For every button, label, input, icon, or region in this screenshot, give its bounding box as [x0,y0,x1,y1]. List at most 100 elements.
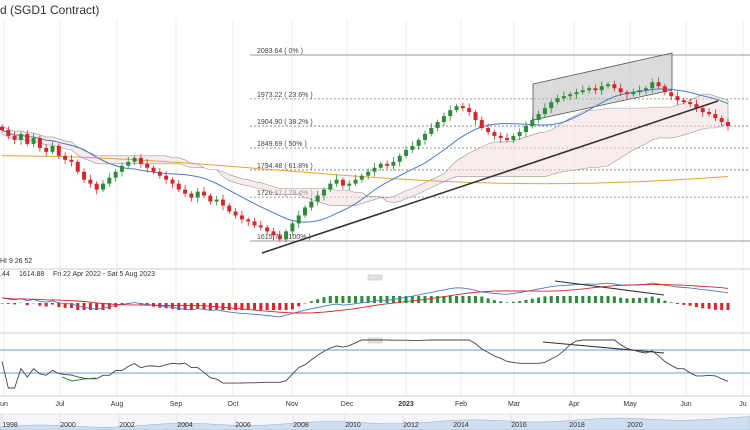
fib-label: 1794.48 ( 61.8% ) [257,163,313,170]
macd-bar [467,296,471,303]
candle-body [271,231,276,236]
candle-body [183,189,188,194]
navigator-year: 2010 [345,422,361,429]
macd-bar [366,296,370,303]
candle-body [303,207,308,216]
macd-bar [183,303,187,310]
macd-bar [227,303,231,310]
candle-body [713,114,718,119]
navigator-year: 2012 [403,422,419,429]
macd-bar [442,296,446,303]
macd-bar [372,296,376,303]
macd-bar [38,303,42,306]
candle-body [290,223,295,232]
candle-body [170,179,175,184]
macd-bar [69,303,73,308]
macd-bar [480,296,484,303]
candle-body [246,219,251,222]
candle-body [612,84,617,89]
candle-body [385,163,390,166]
macd-bar [486,298,490,303]
macd-bar [713,303,717,310]
macd-bar [505,302,509,303]
candle-body [252,221,257,226]
macd-bar [619,297,623,303]
macd-bar [328,296,332,303]
month-tick: May [623,401,637,408]
pane-handle-rsi[interactable] [367,337,383,344]
macd-bar [215,303,219,310]
rsi-pane [0,332,750,389]
candle-body [25,133,30,144]
macd-bar [530,298,534,303]
macd-bar [341,296,345,303]
candle-body [391,161,396,166]
candle-body [296,215,301,224]
candle-body [277,235,282,240]
candle-body [694,104,699,109]
ichimoku-label: HI 9 26 52 [0,258,32,265]
macd-bar [309,301,313,303]
candle-body [151,167,156,172]
fib-label: 1615.75 ( 100% ) [257,234,311,241]
macd-bar [492,300,496,303]
macd-bar [253,303,257,310]
candle-body [107,177,112,184]
time-navigator[interactable]: 1998 2000 2002 2004 2006 2008 2010 2012 2014 2016… [0,413,750,430]
month-tick: Aug [111,401,124,408]
candle-body [643,88,648,91]
navigator-year: 2000 [60,422,76,429]
candle-body [214,199,219,202]
candle-body [568,94,573,97]
candle-body [88,179,93,184]
candle-body [334,179,339,184]
candle-body [119,165,124,172]
macd-bar [379,296,383,303]
chart-title: d (SGD1 Contract) [0,3,99,17]
macd-bar [76,303,80,310]
candle-body [688,102,693,105]
pane-handle[interactable] [367,274,383,281]
macd-bar [114,303,118,308]
candle-body [726,122,730,127]
candle-body [315,195,320,202]
macd-bar [246,303,250,310]
candle-body [202,191,207,196]
candlesticks [0,77,730,243]
macd-bar [543,296,547,303]
fib-label: 1973.22 ( 23.6% ) [257,92,313,99]
macd-bar [51,303,55,305]
navigator-year: 2002 [119,422,135,429]
macd-bar [95,303,99,310]
candle-body [454,106,459,111]
x-axis-months: un Jul Aug Sep Oct Nov Dec 2023 Feb Mar Apr May Jun J… [0,401,747,408]
macd-bar [675,303,679,304]
candle-body [700,108,705,113]
macd-bar [688,303,692,306]
macd-bar [657,298,661,303]
candle-body [113,171,118,178]
candle-body [662,86,667,93]
macd-bar [650,296,654,303]
macd-bar [107,303,111,310]
candle-body [587,88,592,91]
macd-bar [625,298,629,303]
month-tick: Feb [455,401,467,408]
macd-bar [354,296,358,303]
candle-body [637,90,642,93]
candle-body [359,175,364,180]
macd-bar [234,303,238,310]
candle-body [631,92,636,95]
candle-body [126,161,131,166]
macd-bar [57,303,61,308]
month-tick: Dec [341,401,354,408]
month-tick: 2023 [398,401,414,408]
macd-bar [631,298,635,303]
macd-bar [581,296,585,303]
candle-body [460,106,465,109]
candle-body [618,88,623,93]
support-trendline [261,100,719,254]
macd-bar [88,303,92,310]
macd-bar [335,296,339,303]
